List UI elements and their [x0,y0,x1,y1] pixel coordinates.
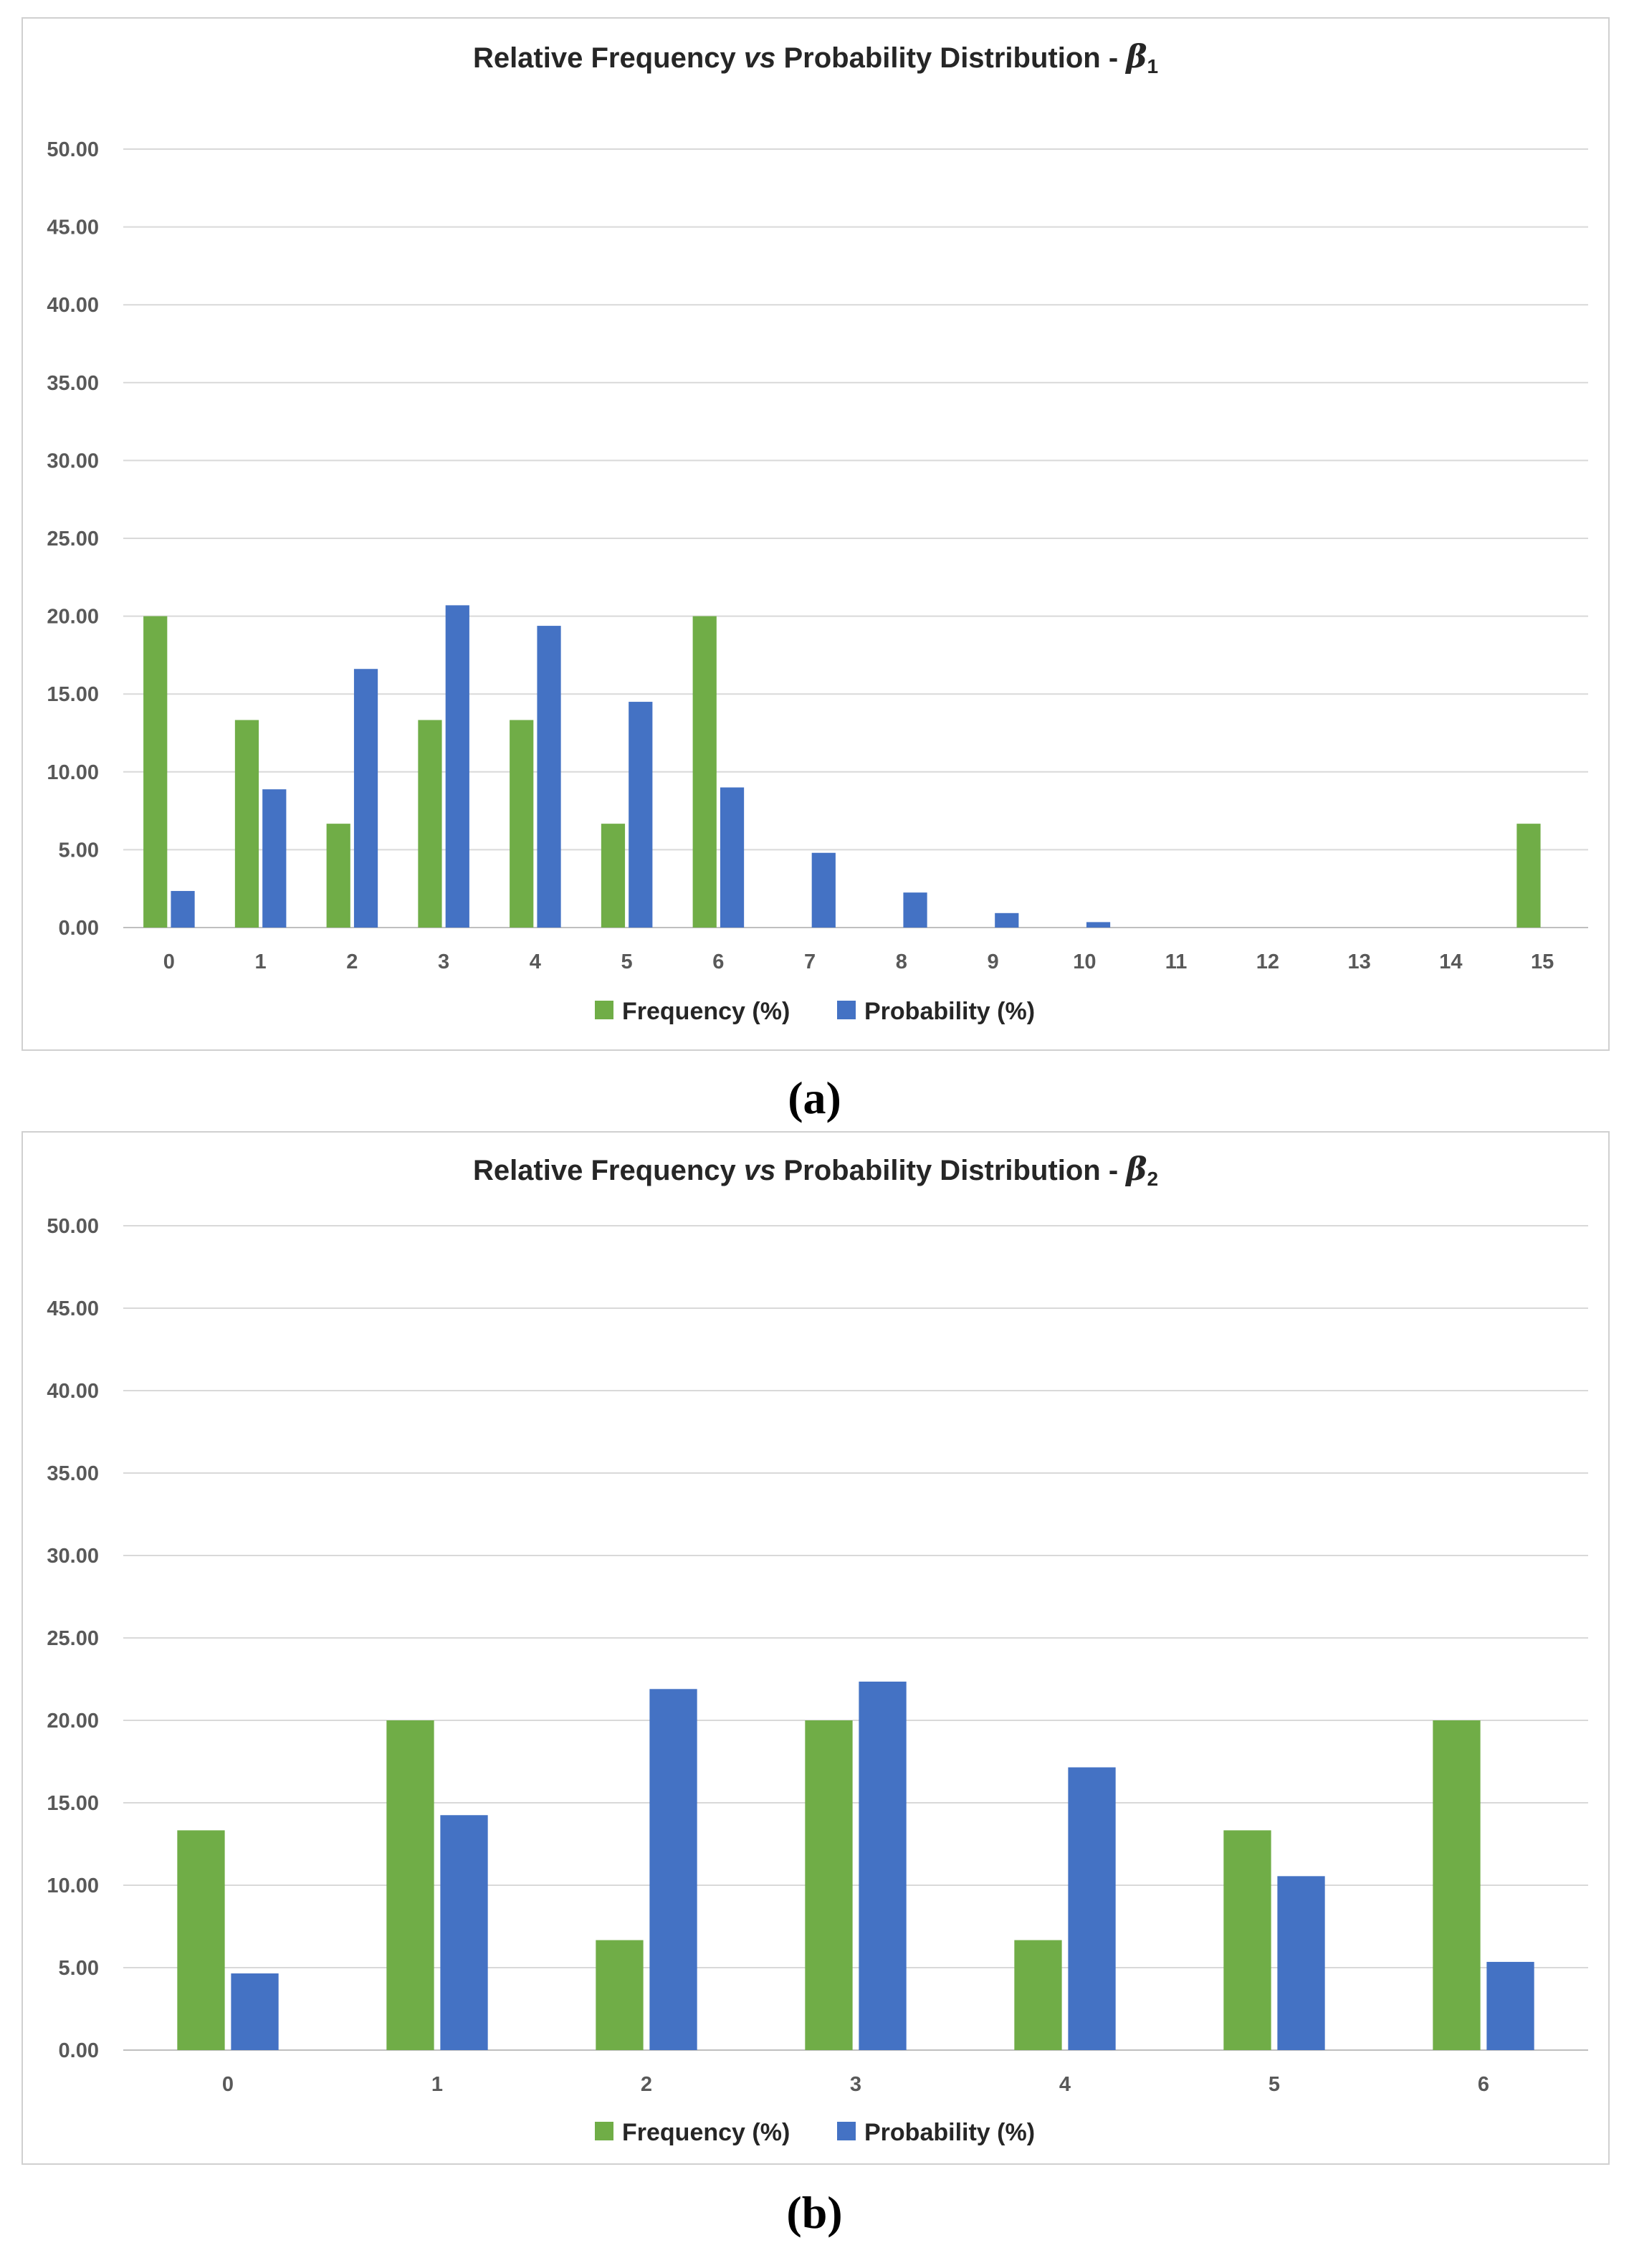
legend-frequency-label: Frequency (%) [622,998,790,1025]
frequency-bar-15 [1516,824,1541,928]
probability-bar-1 [262,789,287,928]
frequency-bar-4 [510,720,534,928]
y-tick-label: 0.00 [59,2039,99,2062]
y-tick-label: 50.00 [47,138,99,161]
probability-bar-2 [649,1689,697,2050]
frequency-bar-1 [234,720,259,928]
chart-title: Relative Frequency vs Probability Distri… [473,1151,1158,1190]
frequency-bar-3 [805,1720,853,2050]
x-tick-label: 3 [850,2073,861,2096]
frequency-bar-2 [596,1940,644,2050]
chart-panel-b: Relative Frequency vs Probability Distri… [22,1131,1610,2165]
legend-probability-swatch [837,1001,856,1019]
y-tick-label: 25.00 [47,1627,99,1650]
x-tick-label: 0 [163,950,175,973]
probability-bar-6 [720,787,745,928]
y-tick-label: 40.00 [47,294,99,317]
y-tick-label: 10.00 [47,1874,99,1897]
legend-frequency-label: Frequency (%) [622,2119,790,2146]
legend-probability-label: Probability (%) [864,2119,1035,2146]
caption-b: (b) [786,2187,843,2238]
y-tick-label: 35.00 [47,372,99,395]
x-tick-label: 14 [1439,950,1462,973]
probability-bar-3 [859,1681,907,2050]
y-tick-label: 0.00 [59,917,99,940]
chart-title: Relative Frequency vs Probability Distri… [473,39,1158,77]
frequency-bar-5 [1223,1830,1271,2050]
y-tick-label: 45.00 [47,216,99,239]
probability-bar-4 [1068,1767,1116,2050]
probability-bar-5 [629,702,653,928]
x-tick-label: 5 [1269,2073,1280,2096]
chart-b-svg: Relative Frequency vs Probability Distri… [47,1151,1588,2146]
frequency-bar-6 [1433,1720,1481,2050]
y-tick-label: 40.00 [47,1380,99,1403]
y-tick-label: 20.00 [47,606,99,629]
legend-frequency-swatch [595,1001,613,1019]
y-tick-label: 50.00 [47,1215,99,1238]
y-tick-label: 5.00 [59,1957,99,1980]
legend-frequency-swatch [595,2122,613,2140]
x-tick-label: 13 [1347,950,1370,973]
frequency-bar-1 [386,1720,434,2050]
chart-a-svg: Relative Frequency vs Probability Distri… [47,39,1588,1025]
y-tick-label: 5.00 [59,839,99,862]
x-tick-label: 2 [346,950,358,973]
x-tick-label: 0 [222,2073,234,2096]
y-tick-label: 20.00 [47,1710,99,1733]
probability-bar-0 [231,1973,279,2050]
probability-bar-1 [440,1815,488,2050]
probability-bar-6 [1486,1961,1534,2050]
y-tick-label: 10.00 [47,761,99,784]
frequency-bar-3 [418,720,442,928]
x-tick-label: 12 [1256,950,1279,973]
x-tick-label: 3 [438,950,449,973]
probability-bar-9 [995,913,1019,928]
x-tick-label: 4 [1059,2073,1071,2096]
frequency-bar-6 [692,616,717,928]
probability-bar-7 [811,852,836,928]
x-tick-label: 6 [1478,2073,1489,2096]
x-tick-label: 5 [621,950,633,973]
probability-bar-0 [171,890,195,928]
x-tick-label: 1 [255,950,267,973]
x-tick-label: 11 [1165,950,1188,973]
probability-bar-3 [445,605,469,928]
probability-bar-10 [1086,922,1111,928]
caption-a: (a) [788,1072,841,1123]
y-tick-label: 25.00 [47,528,99,551]
chart-panel-a: Relative Frequency vs Probability Distri… [22,17,1610,1051]
x-tick-label: 1 [431,2073,443,2096]
x-tick-label: 4 [530,950,541,973]
frequency-bar-0 [143,616,168,928]
y-tick-label: 15.00 [47,1792,99,1815]
y-tick-label: 15.00 [47,683,99,706]
x-tick-label: 9 [988,950,999,973]
x-tick-label: 7 [804,950,816,973]
x-tick-label: 15 [1531,950,1554,973]
probability-bar-4 [537,626,561,928]
y-tick-label: 35.00 [47,1462,99,1485]
y-tick-label: 30.00 [47,1545,99,1568]
x-tick-label: 8 [896,950,907,973]
frequency-bar-0 [177,1830,225,2050]
x-tick-label: 10 [1073,950,1096,973]
x-tick-label: 2 [641,2073,652,2096]
frequency-bar-2 [326,824,350,928]
probability-bar-5 [1277,1876,1325,2050]
y-tick-label: 45.00 [47,1297,99,1320]
legend-probability-swatch [837,2122,856,2140]
y-tick-label: 30.00 [47,449,99,472]
probability-bar-8 [903,892,927,928]
probability-bar-2 [353,669,378,928]
frequency-bar-5 [601,824,626,928]
x-tick-label: 6 [712,950,724,973]
frequency-bar-4 [1014,1940,1062,2050]
legend-probability-label: Probability (%) [864,998,1035,1025]
